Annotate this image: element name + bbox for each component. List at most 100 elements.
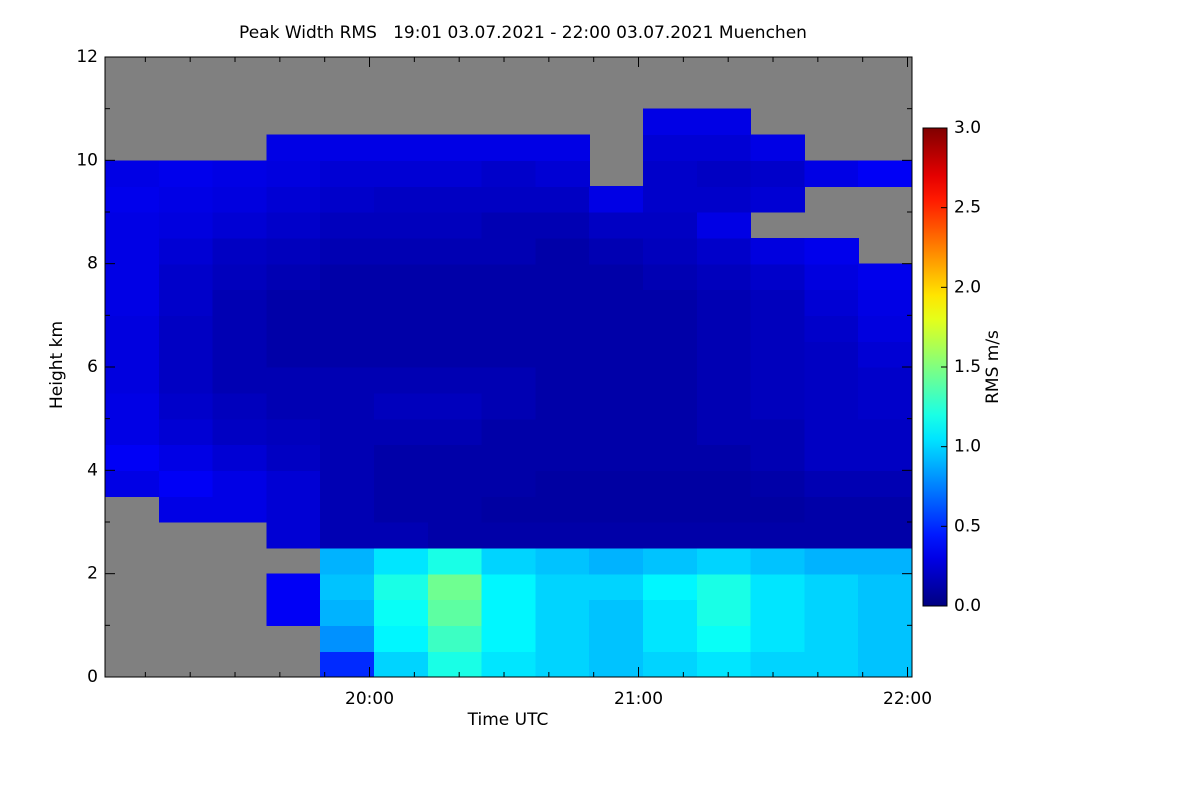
heatmap-cell xyxy=(427,212,483,239)
heatmap-cell xyxy=(804,625,859,652)
heatmap-cell xyxy=(804,599,859,626)
heatmap-cell xyxy=(535,444,590,471)
heatmap-cell xyxy=(320,186,375,213)
heatmap-cell xyxy=(696,186,752,213)
heatmap-cell xyxy=(804,341,859,368)
heatmap-cell xyxy=(858,599,913,626)
heatmap-cell xyxy=(427,367,483,394)
heatmap-cell xyxy=(212,470,267,497)
heatmap-cell xyxy=(212,496,267,523)
heatmap-cell xyxy=(374,573,429,601)
heatmap-cell xyxy=(427,160,483,187)
heatmap-cell xyxy=(750,392,805,420)
colorbar-tick-label: 2.0 xyxy=(954,277,981,297)
heatmap-cell xyxy=(212,186,267,213)
heatmap-cell xyxy=(696,470,752,497)
heatmap-cell xyxy=(105,289,160,316)
heatmap-cell xyxy=(158,237,214,265)
y-tick-label: 8 xyxy=(87,254,98,274)
heatmap-cell xyxy=(427,444,483,471)
heatmap-cell xyxy=(481,367,536,394)
heatmap-cell xyxy=(320,341,375,368)
heatmap-cell xyxy=(696,522,752,549)
heatmap-cell xyxy=(266,186,321,213)
heatmap-cell xyxy=(804,289,859,316)
colorbar-label: RMS m/s xyxy=(983,330,1003,404)
heatmap-cell xyxy=(427,625,483,652)
heatmap-cell xyxy=(374,367,429,394)
heatmap-cell xyxy=(374,186,429,213)
heatmap-cell xyxy=(481,263,536,291)
heatmap-cell xyxy=(374,289,429,316)
heatmap-cell xyxy=(804,392,859,420)
heatmap-cell xyxy=(589,599,644,626)
heatmap-cell xyxy=(535,418,590,446)
heatmap-cell xyxy=(427,237,483,265)
colorbar-tick-label: 3.0 xyxy=(954,118,981,138)
heatmap-cell xyxy=(858,160,913,187)
heatmap-cell xyxy=(535,212,590,239)
heatmap-cell xyxy=(158,367,214,394)
heatmap-cell xyxy=(696,392,752,420)
heatmap-cell xyxy=(643,289,698,316)
heatmap-cell xyxy=(643,522,698,549)
heatmap-cell xyxy=(696,108,752,136)
chart-title: Peak Width RMS 19:01 03.07.2021 - 22:00 … xyxy=(239,23,807,43)
heatmap-cell xyxy=(696,315,752,342)
y-tick-label: 12 xyxy=(76,47,98,67)
heatmap-cell xyxy=(212,392,267,420)
heatmap-cell xyxy=(535,573,590,601)
heatmap-cell xyxy=(374,212,429,239)
heatmap-cell xyxy=(266,522,321,549)
heatmap-cell xyxy=(266,444,321,471)
heatmap-cell xyxy=(589,470,644,497)
heatmap-cell xyxy=(589,651,644,678)
heatmap-cell xyxy=(589,573,644,601)
heatmap-cell xyxy=(696,651,752,678)
heatmap-cell xyxy=(750,289,805,316)
x-axis-label: Time UTC xyxy=(467,710,549,730)
heatmap-cell xyxy=(481,599,536,626)
heatmap-cell xyxy=(105,160,160,187)
heatmap-cell xyxy=(535,186,590,213)
heatmap-cell xyxy=(320,496,375,523)
heatmap-cell xyxy=(427,651,483,678)
heatmap-cell xyxy=(696,263,752,291)
heatmap-cell xyxy=(696,547,752,575)
heatmap-cell xyxy=(589,212,644,239)
heatmap-cell xyxy=(750,573,805,601)
heatmap-cell xyxy=(374,599,429,626)
heatmap-cell xyxy=(804,547,859,575)
heatmap-cell xyxy=(696,367,752,394)
heatmap-cell xyxy=(858,470,913,497)
heatmap-cell xyxy=(320,212,375,239)
heatmap-cell xyxy=(804,444,859,471)
y-tick-label: 4 xyxy=(87,460,98,480)
heatmap-cell xyxy=(266,367,321,394)
heatmap-cell xyxy=(212,160,267,187)
heatmap-cell xyxy=(212,444,267,471)
heatmap-cell xyxy=(427,315,483,342)
heatmap-cell xyxy=(427,392,483,420)
heatmap-cell xyxy=(535,315,590,342)
heatmap-cell xyxy=(427,263,483,291)
heatmap-cell xyxy=(535,160,590,187)
heatmap-cell xyxy=(858,651,913,678)
heatmap-cell xyxy=(804,315,859,342)
heatmap-cell xyxy=(105,212,160,239)
heatmap-cell xyxy=(427,341,483,368)
heatmap-cell xyxy=(750,625,805,652)
heatmap-cell xyxy=(320,134,375,161)
heatmap-cell xyxy=(643,315,698,342)
heatmap-cell xyxy=(481,237,536,265)
heatmap-cell xyxy=(427,573,483,601)
heatmap-cell xyxy=(158,496,214,523)
heatmap-cell xyxy=(535,367,590,394)
heatmap-cell xyxy=(481,496,536,523)
heatmap-cell xyxy=(858,573,913,601)
heatmap-cell xyxy=(750,547,805,575)
heatmap-cell xyxy=(158,315,214,342)
heatmap-cell xyxy=(535,237,590,265)
heatmap-cell xyxy=(105,237,160,265)
heatmap-cell xyxy=(804,160,859,187)
